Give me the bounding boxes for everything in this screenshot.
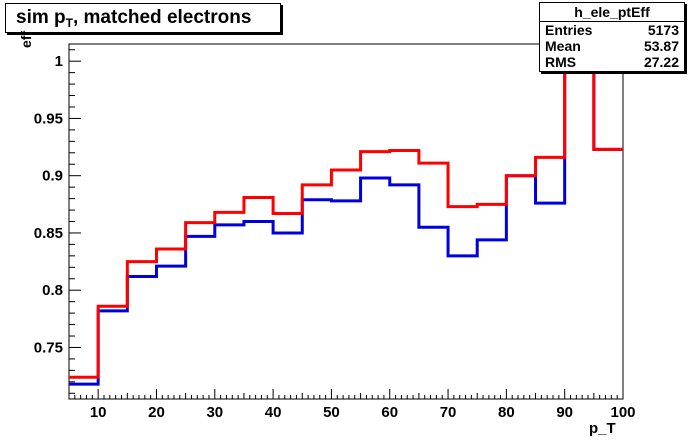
plot-frame [68, 43, 624, 400]
stats-box: h_ele_ptEff Entries 5173 Mean 53.87 RMS … [539, 2, 685, 72]
stats-value: 5173 [647, 22, 679, 38]
x-tick-label: 60 [381, 404, 398, 421]
x-tick-label: 20 [148, 404, 165, 421]
y-axis-ticks: 0.75 0.8 0.85 0.9 0.95 1 [34, 49, 81, 394]
y-tick-label: 0.8 [42, 282, 63, 299]
stats-label: RMS [545, 54, 577, 70]
series-group [69, 59, 623, 386]
stats-label: Mean [545, 38, 581, 54]
stats-label: Entries [545, 22, 593, 38]
x-tick-label: 100 [610, 404, 635, 421]
x-tick-label: 50 [323, 404, 340, 421]
y-tick-label: 0.95 [34, 110, 63, 127]
chart-title: sim pT, matched electrons [5, 3, 281, 33]
x-tick-label: 30 [206, 404, 223, 421]
x-axis-label: p_T [589, 420, 616, 437]
stats-value: 27.22 [643, 54, 679, 70]
y-tick-label: 0.75 [34, 339, 63, 356]
stats-row-entries: Entries 5173 [540, 22, 684, 38]
series-line-0 [69, 59, 623, 386]
title-rest-text: , matched electrons [72, 7, 252, 28]
x-tick-label: 40 [265, 404, 282, 421]
y-axis-label: eff [18, 30, 34, 48]
y-tick-label: 1 [55, 53, 63, 70]
x-tick-label: 90 [556, 404, 573, 421]
y-tick-label: 0.85 [34, 225, 63, 242]
x-axis-ticks: 10 20 30 40 50 60 70 80 90 100 [68, 389, 636, 421]
stats-row-mean: Mean 53.87 [540, 38, 684, 54]
stats-row-rms: RMS 27.22 [540, 54, 684, 70]
stats-histogram-name: h_ele_ptEff [540, 3, 684, 22]
title-subscript: T [65, 16, 73, 30]
title-main-text: sim p [16, 7, 66, 28]
series-line-1 [69, 59, 623, 379]
plot-frame-rect [68, 43, 624, 400]
x-tick-label: 10 [90, 404, 107, 421]
x-tick-label: 70 [440, 404, 457, 421]
x-tick-label: 80 [498, 404, 515, 421]
y-tick-label: 0.9 [42, 168, 63, 185]
stats-value: 53.87 [643, 38, 679, 54]
